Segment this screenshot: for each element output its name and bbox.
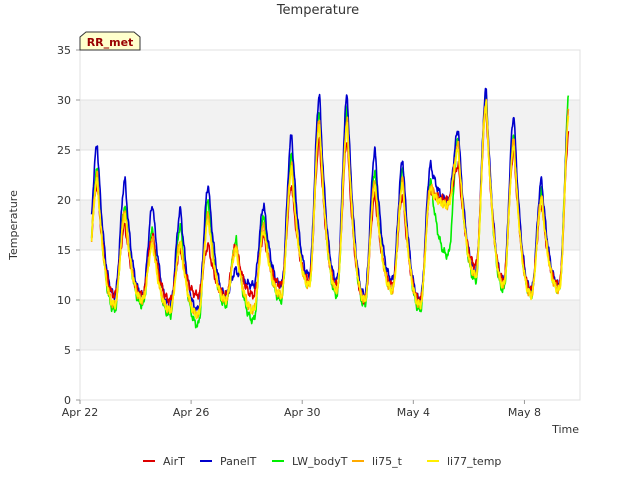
legend-label-LW_bodyT: LW_bodyT [292,455,348,468]
y-tick-label: 35 [57,44,71,57]
y-tick-label: 5 [64,344,71,357]
legend-label-li77_temp: li77_temp [447,455,501,468]
x-axis-label: Time [551,423,579,436]
y-tick-label: 20 [57,194,71,207]
x-axis-ticks: Apr 22 Apr 26 Apr 30 May 4 May 8 [62,400,541,419]
legend-label-AirT: AirT [163,455,185,468]
y-tick-label: 0 [64,394,71,407]
y-tick-label: 15 [57,244,71,257]
plot-background-bands [80,100,580,350]
y-axis-label: Temperature [7,190,20,261]
y-tick-label: 10 [57,294,71,307]
legend: AirT PanelT LW_bodyT li75_t li77_temp [143,455,501,468]
x-tick-label: May 8 [508,406,541,419]
badge-shape [79,31,141,51]
legend-label-PanelT: PanelT [220,455,257,468]
y-tick-label: 25 [57,144,71,157]
legend-label-li75_t: li75_t [372,455,403,468]
badge-label: RR_met [87,36,134,49]
station-badge: RR_met [79,31,141,51]
y-axis-ticks: 0 5 10 15 20 25 30 35 [57,44,80,407]
plot-frame [79,49,581,401]
series-lines [90,87,570,329]
x-tick-label: Apr 26 [173,406,210,419]
background-band [80,100,580,150]
chart-title: Temperature [276,3,359,18]
background-band [80,300,580,350]
background-band [80,200,580,250]
x-tick-label: May 4 [397,406,430,419]
x-tick-label: Apr 22 [62,406,99,419]
series-line-li77_temp [90,100,570,319]
y-tick-label: 30 [57,94,71,107]
x-tick-label: Apr 30 [284,406,321,419]
